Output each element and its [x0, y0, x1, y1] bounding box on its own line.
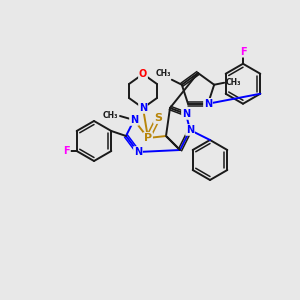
- Text: CH₃: CH₃: [225, 78, 241, 87]
- Text: N: N: [134, 147, 142, 157]
- Text: CH₃: CH₃: [103, 110, 118, 119]
- Text: P: P: [144, 133, 152, 143]
- Text: F: F: [240, 47, 246, 57]
- Text: N: N: [186, 125, 194, 135]
- Text: N: N: [204, 99, 212, 109]
- Text: N: N: [130, 115, 138, 125]
- Text: N: N: [182, 109, 190, 119]
- Text: F: F: [63, 146, 70, 156]
- Text: O: O: [139, 69, 147, 79]
- Text: N: N: [139, 103, 147, 113]
- Text: CH₃: CH₃: [155, 69, 171, 78]
- Text: S: S: [154, 113, 162, 123]
